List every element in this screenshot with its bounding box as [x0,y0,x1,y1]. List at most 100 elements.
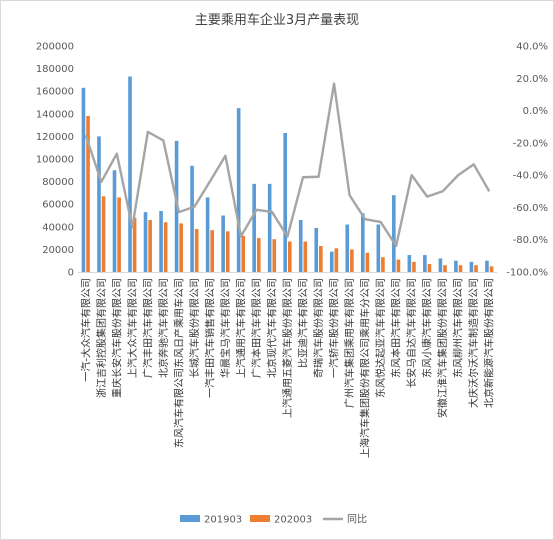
bar-202003 [303,241,308,272]
category-label: 北京现代汽车有限公司 [265,278,278,378]
bar-202003 [489,266,494,272]
bar-202003 [350,249,354,272]
category-label: 一汽-大众汽车有限公司 [79,278,92,382]
bar-202003 [194,229,199,272]
legend-label: 202003 [274,515,312,526]
bar-202003 [86,116,90,272]
bar-201903 [267,183,272,272]
line-series [84,82,491,248]
bar-201903 [376,224,381,272]
bar-201903 [345,224,350,272]
legend: 201903 202003 同比 [180,514,367,526]
category-label: 东风小康汽车有限公司 [421,278,434,378]
bar-201903 [252,183,256,272]
left-tick-label: 0 [68,268,74,279]
category-label: 重庆长安汽车股份有限公司 [110,278,123,398]
bar-202003 [163,222,168,272]
left-tick-label: 20000 [42,245,74,256]
category-label: 一汽丰田汽车销售有限公司 [203,278,216,398]
legend-label: 201903 [204,515,242,526]
right-tick-label: 0.0% [523,106,548,117]
bar-202003 [474,265,478,272]
category-label: 奇瑞汽车股份有限公司 [312,278,325,378]
bar-201903 [469,261,474,272]
left-tick-label: 120000 [36,132,74,143]
bar-201903 [128,76,132,272]
category-label: 上汽通用五菱汽车股份有限公司 [281,278,294,418]
left-tick-label: 100000 [36,155,74,166]
bar-202003 [101,196,106,272]
bar-201903 [81,87,86,272]
category-label: 安徽江淮汽车集团股份有限公司 [436,278,449,418]
category-label: 东风柳州汽车有限公司 [452,278,465,378]
category-label: 东风本田汽车有限公司 [390,278,403,378]
right-tick-label: 40.0% [516,42,548,53]
left-tick-label: 200000 [36,42,74,53]
category-label: 长城汽车股份有限公司 [188,278,201,378]
category-label: 大庆沃尔沃汽车制造有限公司 [467,278,480,408]
left-tick-label: 40000 [42,222,74,233]
right-tick-label: -40.0% [513,171,548,182]
left-tick-label: 140000 [36,109,74,120]
bar-202003 [210,230,215,272]
bar-201903 [283,133,287,272]
category-label: 比亚迪汽车有限公司 [297,278,310,368]
category-label: 上海汽车集团股份有限公司乘用车分公司 [359,278,372,458]
bar-201903 [205,197,210,272]
bar-201903 [454,260,458,272]
bar-202003 [381,257,385,272]
right-tick-label: -100.0% [506,268,548,279]
bar-201903 [438,258,443,272]
bar-201903 [407,255,412,272]
category-label: 一汽轿车股份有限公司 [328,278,341,378]
bar-202003 [272,239,277,272]
category-label: 北京奔驰汽车有限公司 [157,278,170,378]
bar-202003 [458,265,463,272]
bar-201903 [221,215,225,272]
bar-201903 [236,108,241,273]
category-label: 东风汽车有限公司东风日产乘用车公司 [172,278,185,448]
bar-202003 [288,241,292,272]
bar-201903 [112,170,117,272]
left-tick-label: 160000 [36,87,74,98]
chart-title: 主要乘用车企业3月产量表现 [195,12,359,28]
bar-202003 [365,252,370,272]
bar-202003 [179,223,183,272]
bar-201903 [485,260,489,272]
category-label: 浙江吉利控股集团有限公司 [95,278,108,398]
bar-202003 [334,248,339,272]
bar-202003 [443,265,447,272]
category-label: 华晨宝马汽车有限公司 [219,278,232,378]
category-label: 广州汽车集团乘用车有限公司 [343,278,356,408]
category-label: 东风悦达起亚汽车有限公司 [374,278,387,398]
bar-201903 [298,220,303,272]
legend-swatch-201903 [180,515,200,522]
bar-201903 [329,251,334,272]
category-label: 北京新能源汽车股份有限公司 [483,278,496,408]
legend-swatch-202003 [250,515,270,522]
category-label: 上汽大众汽车有限公司 [126,278,139,378]
bar-201903 [97,136,101,272]
line-同比 [84,82,491,248]
bar-201903 [314,227,319,272]
bar-202003 [117,197,121,272]
bar-202003 [132,217,137,272]
bar-202003 [396,259,401,272]
category-label: 上汽通用汽车有限公司 [234,278,247,378]
bar-202003 [225,231,230,272]
bar-201903 [159,210,163,272]
bar-202003 [319,246,323,272]
bar-202003 [427,264,432,272]
left-tick-label: 80000 [42,177,74,188]
bar-202003 [241,235,246,272]
right-tick-label: 20.0% [516,74,548,85]
legend-label: 同比 [347,514,367,526]
category-label: 广汽本田汽车有限公司 [250,278,263,378]
category-label: 长安马自达汽车有限公司 [405,278,418,388]
bar-201903 [423,255,427,272]
left-tick-label: 180000 [36,64,74,75]
bar-201903 [190,165,194,272]
bar-202003 [412,261,416,272]
